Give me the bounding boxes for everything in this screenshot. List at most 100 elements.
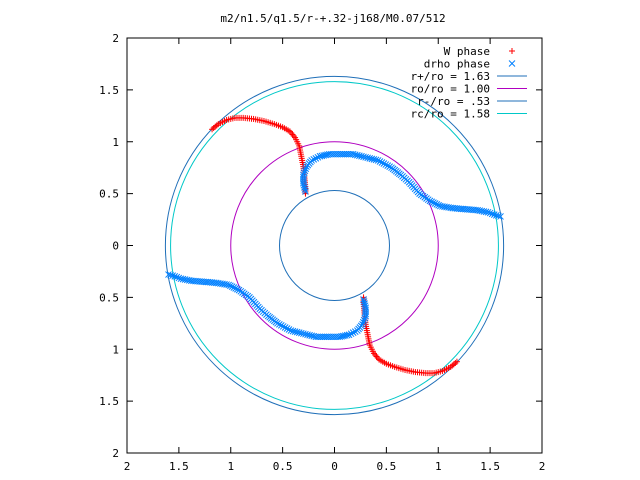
drho-phase-point — [297, 329, 305, 337]
drho-phase-point — [308, 157, 316, 164]
x-tick-label: 1.5 — [169, 460, 189, 473]
x-tick-label: 1 — [435, 460, 442, 473]
drho-phase-point — [302, 165, 310, 173]
drho-phase-point — [165, 271, 172, 278]
drho-phase-point — [508, 60, 516, 67]
drho-phase-point — [291, 328, 299, 335]
drho-phase-point — [428, 198, 436, 206]
legend-label: drho phase — [424, 58, 490, 71]
drho-phase-point — [314, 153, 322, 161]
drho-phase-point — [362, 153, 369, 161]
x-tick-label: 0 — [331, 460, 338, 473]
drho-phase-point — [384, 162, 392, 169]
drho-phase-point — [431, 200, 439, 207]
drho-phase-point — [301, 184, 308, 191]
drho-phase-point — [276, 320, 283, 328]
y-tick-label: 2 — [112, 32, 119, 45]
drho-phase-point — [358, 152, 365, 160]
drho-phase-point — [310, 156, 318, 163]
drho-phase-point — [308, 332, 316, 340]
x-tick-label: 2 — [539, 460, 546, 473]
drho-phase-point — [351, 328, 359, 335]
legend-label: r-/ro = .53 — [417, 95, 490, 108]
drho-phase-point — [368, 155, 376, 163]
x-tick-label: 1 — [227, 460, 234, 473]
drho-phase-point — [372, 156, 380, 164]
y-tick-label: 0.5 — [99, 188, 119, 201]
x-tick-label: 0.5 — [376, 460, 396, 473]
drho-phase-point — [360, 153, 367, 161]
chart-title: m2/n1.5/q1.5/r-+.32-j168/M0.07/512 — [220, 12, 445, 25]
drho-phase-point — [430, 199, 437, 206]
y-tick-label: 1.5 — [99, 84, 119, 97]
drho-phase-point — [490, 211, 498, 218]
drho-phase-point — [374, 157, 382, 164]
drho-phase-point — [312, 333, 320, 341]
legend-label: r+/ro = 1.63 — [411, 70, 490, 83]
drho-phase-point — [426, 197, 434, 205]
drho-phase-point — [302, 330, 309, 338]
x-tick-label: 0.5 — [273, 460, 293, 473]
drho-phase-point — [283, 325, 291, 332]
drho-phase-point — [232, 285, 239, 292]
drho-phase-point — [433, 200, 441, 208]
drho-phase-point — [386, 163, 393, 171]
drho-phase-point — [277, 322, 285, 329]
drho-phase-point — [285, 326, 293, 333]
y-tick-label: 0 — [112, 240, 119, 253]
drho-phase-point — [362, 312, 369, 320]
drho-phase-point — [287, 327, 295, 334]
drho-phase-point — [378, 159, 386, 166]
drho-phase-point — [173, 273, 181, 281]
drho-phase-point — [366, 154, 374, 162]
drho-phase-point — [380, 160, 388, 167]
legend-label: rc/ro = 1.58 — [411, 108, 490, 121]
circle-r-minus — [279, 190, 390, 301]
legend-label: ro/ro = 1.00 — [411, 83, 490, 96]
drho-phase-point — [370, 156, 378, 163]
drho-phase-point — [310, 332, 318, 340]
drho-phase-point — [488, 210, 496, 218]
y-tick-label: 2 — [112, 447, 119, 460]
drho-phase-point — [300, 330, 307, 338]
drho-phase-point — [360, 296, 367, 303]
drho-phase-point — [281, 324, 289, 331]
drho-phase-point — [360, 316, 368, 324]
drho-phase-point — [233, 285, 241, 293]
drho-phase-point — [482, 208, 490, 216]
drho-phase-point — [300, 171, 307, 179]
drho-phase-point — [353, 151, 361, 159]
y-tick-label: 1 — [112, 343, 119, 356]
reference-circles — [164, 75, 505, 416]
drho-phase-point — [349, 329, 357, 337]
circle-r-plus — [164, 75, 505, 416]
drho-phase-point — [486, 209, 494, 217]
drho-phase-point — [177, 275, 185, 283]
drho-phase-point — [300, 173, 307, 181]
drho-phase-point — [289, 327, 297, 335]
drho-phase-point — [295, 329, 303, 337]
drho-phase-point — [359, 318, 367, 326]
drho-phase-point — [351, 151, 359, 159]
drho-phase-point — [362, 310, 369, 318]
drho-phase-point — [175, 274, 183, 282]
drho-phase-point — [361, 300, 368, 307]
drho-phase-point — [304, 331, 311, 339]
drho-phase-point — [167, 271, 174, 279]
drho-phase-point — [376, 158, 384, 165]
drho-phase-point — [279, 323, 287, 330]
drho-phase-point — [347, 330, 355, 338]
circle-r-o — [230, 141, 439, 350]
x-tick-label: 2 — [124, 460, 131, 473]
drho-phase-point — [227, 282, 234, 290]
circle-r-c — [170, 81, 499, 410]
drho-phase-point — [230, 284, 238, 291]
drho-phase-point — [360, 298, 368, 305]
drho-phase-point — [349, 150, 357, 158]
axis-ticks: 2 1.5 1 0.5 0 0.5 1 1.5 221.510.500.511.52 — [99, 32, 545, 473]
drho-phase-point — [353, 327, 361, 334]
drho-phase-point — [228, 283, 236, 291]
x-tick-label: 1.5 — [480, 460, 500, 473]
